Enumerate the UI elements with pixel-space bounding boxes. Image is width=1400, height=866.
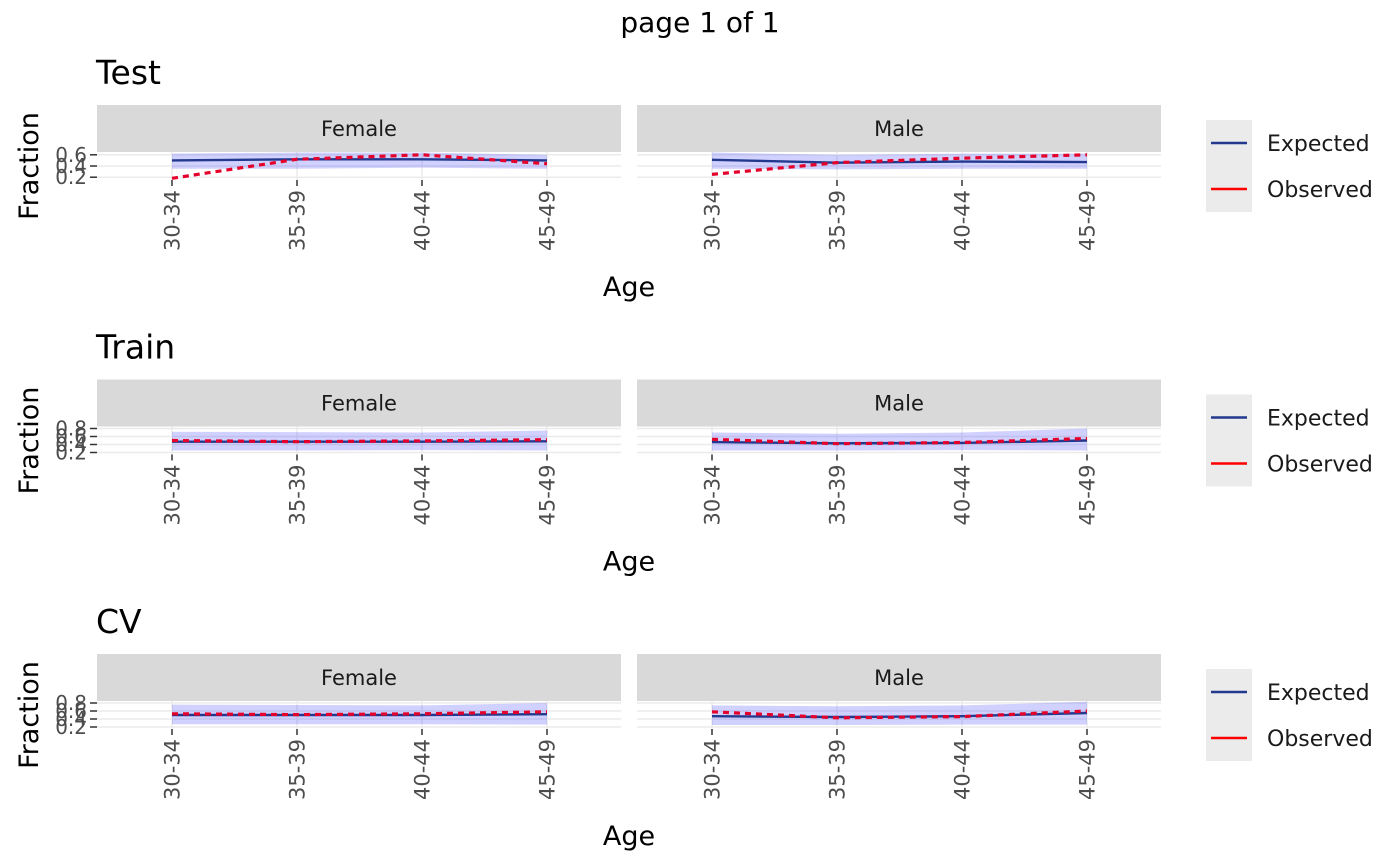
x-tick-label: 35-39 <box>825 190 849 251</box>
facet-strip <box>97 379 621 427</box>
expected-line <box>711 158 1088 164</box>
observed-line <box>711 709 1088 720</box>
y-axis-label: Fraction <box>14 387 45 495</box>
x-tick-label: 45-49 <box>535 190 559 251</box>
x-tick-label: 40-44 <box>950 739 974 800</box>
x-tick-label: 40-44 <box>950 465 974 526</box>
facet-strip-label: Male <box>874 392 924 416</box>
facet-strip-label: Male <box>874 666 924 690</box>
observed-line <box>171 153 548 180</box>
facet-strip <box>97 654 621 701</box>
y-tick-label: 0.4 <box>55 707 87 731</box>
facet-male: Male 30-34 35-39 40-44 45-49 <box>637 379 1161 526</box>
legend: Expected Observed <box>1206 394 1373 487</box>
x-tick-label: 45-49 <box>1075 465 1099 526</box>
x-tick-label: 35-39 <box>285 739 309 800</box>
observed-line <box>171 438 548 444</box>
legend-label: Observed <box>1267 178 1373 203</box>
y-tick-label: 0.4 <box>55 154 87 178</box>
y-axis-label: Fraction <box>14 661 45 769</box>
facet-female: Female 30-34 35-39 40-44 45-49 <box>97 379 621 526</box>
x-tick-label: 30-34 <box>160 465 184 526</box>
facet-strip <box>637 105 1161 152</box>
facet-strip <box>637 654 1161 701</box>
x-tick-label: 40-44 <box>410 190 434 251</box>
legend-label: Expected <box>1267 681 1370 706</box>
expected-line <box>171 158 548 162</box>
x-axis-label: Age <box>603 272 655 303</box>
facet-male: Male 30-34 35-39 40-44 45-49 <box>637 654 1161 800</box>
facet-strip-label: Female <box>321 392 397 416</box>
x-tick-label: 30-34 <box>700 190 724 251</box>
x-tick-label: 45-49 <box>535 465 559 526</box>
x-tick-label: 40-44 <box>410 739 434 800</box>
x-tick-label: 30-34 <box>160 739 184 800</box>
observed-line <box>711 436 1088 446</box>
y-tick-label: 0.8 <box>55 417 87 441</box>
y-tick-label: 0.2 <box>55 165 87 189</box>
page-title: page 1 of 1 <box>620 6 779 39</box>
chart-title: Test <box>95 53 161 92</box>
y-tick-label: 0.6 <box>55 425 87 449</box>
legend-label: Observed <box>1267 453 1373 478</box>
y-tick-label: 0.6 <box>55 699 87 723</box>
x-axis-label: Age <box>603 821 655 852</box>
legend-key-background <box>1206 669 1252 761</box>
chart-test: Test Fraction 0.20.40.6 Female 30-34 35-39 40-… <box>14 53 1373 303</box>
y-tick-label: 0.2 <box>55 441 87 465</box>
x-tick-label: 45-49 <box>1075 739 1099 800</box>
legend-label: Observed <box>1267 727 1373 752</box>
facet-female: Female 30-34 35-39 40-44 45-49 <box>97 105 621 251</box>
observed-line <box>171 710 548 717</box>
y-tick-label: 0.4 <box>55 433 87 457</box>
legend-key-background <box>1206 394 1252 487</box>
x-tick-label: 30-34 <box>160 190 184 251</box>
x-tick-label: 30-34 <box>700 739 724 800</box>
facet-strip-label: Male <box>874 117 924 141</box>
x-tick-label: 35-39 <box>285 465 309 526</box>
confidence-band <box>712 701 1087 725</box>
chart-title: Train <box>95 328 175 367</box>
legend-key-background <box>1206 120 1252 212</box>
chart-title: CV <box>96 602 142 641</box>
legend: Expected Observed <box>1206 120 1373 212</box>
x-tick-label: 40-44 <box>950 190 974 251</box>
x-tick-label: 35-39 <box>825 465 849 526</box>
y-tick-label: 0.2 <box>55 715 87 739</box>
confidence-band <box>172 152 547 169</box>
legend: Expected Observed <box>1206 669 1373 761</box>
chart-train: Train Fraction 0.20.40.60.8 Female 30-34 35-3… <box>14 328 1373 578</box>
confidence-band <box>712 428 1087 451</box>
facet-male: Male 30-34 35-39 40-44 45-49 <box>637 105 1161 251</box>
x-tick-label: 40-44 <box>410 465 434 526</box>
facet-strip <box>637 379 1161 427</box>
x-tick-label: 35-39 <box>285 190 309 251</box>
x-axis-label: Age <box>603 547 655 578</box>
facet-strip <box>97 105 621 152</box>
y-axis-label: Fraction <box>14 112 45 220</box>
facet-strip-label: Female <box>321 117 397 141</box>
y-tick-label: 0.8 <box>55 691 87 715</box>
panel-background <box>637 701 1161 729</box>
facet-strip-label: Female <box>321 666 397 690</box>
x-tick-label: 45-49 <box>1075 190 1099 251</box>
chart-cv: CV Fraction 0.20.40.60.8 Female 30-34 35-39 40… <box>14 602 1373 852</box>
x-tick-label: 35-39 <box>825 739 849 800</box>
y-tick-label: 0.6 <box>55 143 87 167</box>
x-tick-label: 45-49 <box>535 739 559 800</box>
x-tick-label: 30-34 <box>700 465 724 526</box>
legend-label: Expected <box>1267 132 1370 157</box>
facet-female: Female 30-34 35-39 40-44 45-49 <box>97 654 621 800</box>
legend-label: Expected <box>1267 407 1370 432</box>
observed-line <box>711 153 1088 176</box>
